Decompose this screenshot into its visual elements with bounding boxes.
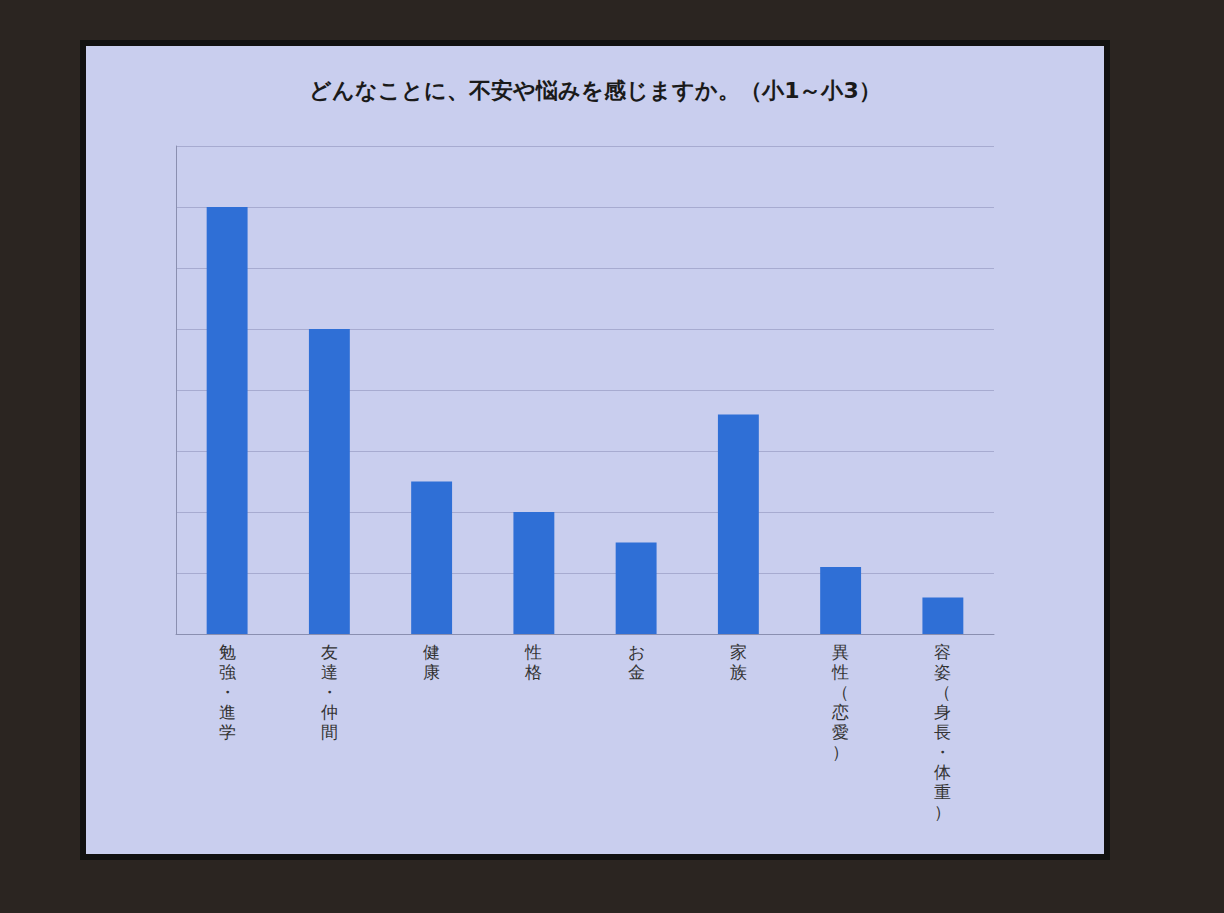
svg-text:性: 性	[524, 642, 542, 662]
svg-text:達: 達	[321, 662, 338, 682]
svg-text:（: （	[832, 682, 849, 702]
svg-text:強: 強	[219, 662, 236, 682]
svg-text:容: 容	[934, 642, 951, 662]
svg-text:姿: 姿	[934, 662, 951, 682]
svg-text:勉: 勉	[219, 642, 236, 662]
svg-text:間: 間	[321, 722, 338, 742]
svg-text:学: 学	[219, 722, 236, 742]
svg-text:どんなことに、不安や悩みを感じますか。（小1～小3）: どんなことに、不安や悩みを感じますか。（小1～小3）	[309, 78, 881, 103]
svg-text:健: 健	[423, 642, 440, 662]
svg-text:（: （	[934, 682, 951, 702]
svg-text:恋: 恋	[831, 702, 849, 722]
svg-text:身: 身	[934, 702, 951, 722]
svg-text:）: ）	[934, 802, 951, 822]
svg-text:・: ・	[321, 682, 338, 702]
svg-text:族: 族	[730, 662, 747, 682]
svg-text:長: 長	[934, 722, 951, 742]
svg-text:）: ）	[832, 742, 849, 762]
svg-text:格: 格	[524, 662, 542, 682]
svg-text:金: 金	[628, 662, 645, 682]
svg-text:体: 体	[934, 762, 951, 782]
svg-text:友: 友	[321, 642, 338, 662]
svg-text:重: 重	[934, 782, 951, 802]
svg-text:・: ・	[934, 742, 951, 762]
svg-text:仲: 仲	[321, 702, 338, 722]
svg-text:・: ・	[219, 682, 236, 702]
svg-text:進: 進	[219, 702, 236, 722]
svg-text:性: 性	[831, 662, 849, 682]
svg-text:愛: 愛	[832, 722, 849, 742]
svg-text:お: お	[628, 642, 645, 662]
svg-text:異: 異	[832, 642, 849, 662]
svg-text:康: 康	[423, 662, 440, 682]
svg-text:家: 家	[730, 642, 747, 662]
